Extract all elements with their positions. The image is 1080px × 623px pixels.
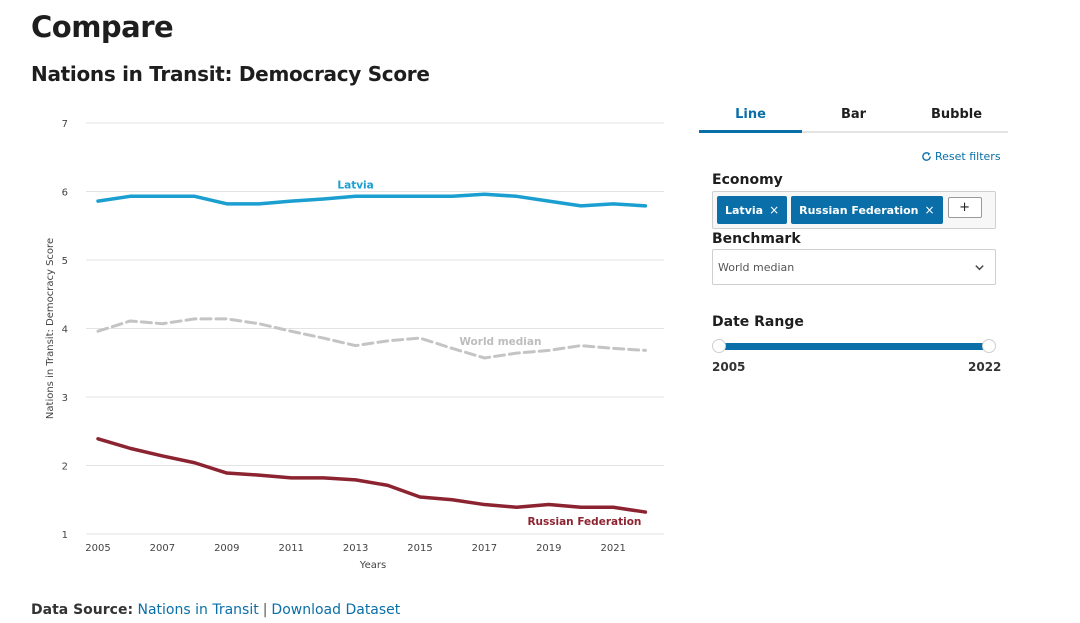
date-range-track[interactable]: [719, 343, 989, 350]
date-range-end-label: 2022: [968, 360, 1002, 374]
date-range-label: Date Range: [712, 314, 804, 330]
economy-chip-russian-federation[interactable]: Russian Federation ×: [791, 196, 943, 224]
download-dataset-link[interactable]: Download Dataset: [271, 602, 401, 618]
x-tick-label: 2005: [85, 543, 110, 554]
date-range-start-handle[interactable]: [712, 339, 726, 353]
footer-separator: |: [262, 602, 268, 618]
y-tick-label: 1: [62, 530, 68, 541]
series-label: World median: [459, 336, 541, 348]
chevron-down-icon: [975, 265, 984, 271]
x-tick-label: 2015: [407, 543, 432, 554]
benchmark-value: World median: [718, 260, 795, 274]
y-tick-label: 3: [62, 393, 68, 404]
line-chart: 1 2 3 4 5 6 7 2005 2007 2009 2011 2013 2015 2017 2019 2…: [45, 119, 664, 571]
economy-chip-label: Latvia: [725, 203, 764, 217]
add-economy-button[interactable]: +: [947, 196, 982, 218]
x-tick-label: 2009: [214, 543, 239, 554]
x-tick-label: 2007: [150, 543, 175, 554]
date-range-end-handle[interactable]: [982, 339, 996, 353]
series-line-russian-federation: [96, 437, 648, 514]
chart-title: Nations in Transit: Democracy Score: [31, 62, 430, 86]
series-line-world-median: [96, 317, 647, 360]
x-tick-label: 2019: [536, 543, 561, 554]
tab-line[interactable]: Line: [699, 100, 802, 133]
refresh-icon: [922, 152, 931, 161]
benchmark-label: Benchmark: [712, 231, 801, 247]
reset-filters-label: Reset filters: [935, 150, 1001, 163]
data-source-prefix: Data Source:: [31, 602, 134, 618]
x-tick-label: 2021: [600, 543, 625, 554]
y-tick-label: 5: [62, 256, 68, 267]
series-label: Russian Federation: [527, 516, 641, 528]
economy-chip-latvia[interactable]: Latvia ×: [717, 196, 788, 224]
y-tick-label: 4: [62, 325, 68, 336]
y-axis-title: Nations in Transit: Democracy Score: [45, 238, 56, 419]
x-tick-label: 2017: [472, 543, 497, 554]
chart-type-tabs: Line Bar Bubble: [699, 100, 1008, 133]
series-label: Latvia: [337, 179, 373, 191]
close-icon[interactable]: ×: [769, 203, 780, 217]
close-icon[interactable]: ×: [924, 203, 935, 217]
benchmark-select[interactable]: World median: [712, 249, 996, 285]
nations-in-transit-link[interactable]: Nations in Transit: [137, 602, 259, 618]
series-line-latvia: [96, 192, 648, 208]
x-tick-label: 2011: [278, 543, 303, 554]
y-tick-label: 2: [62, 462, 68, 473]
y-tick-label: 7: [62, 119, 68, 130]
economy-label: Economy: [712, 172, 783, 188]
tab-bubble[interactable]: Bubble: [930, 107, 983, 122]
page-title: Compare: [31, 10, 174, 44]
tab-bar[interactable]: Bar: [840, 107, 867, 122]
economy-selector: Latvia × Russian Federation × +: [712, 191, 996, 229]
data-source: Data Source: Nations in Transit | Download…: [31, 602, 400, 618]
reset-filters-button[interactable]: Reset filters: [921, 150, 1001, 163]
date-range-start-label: 2005: [712, 360, 746, 374]
economy-chip-label: Russian Federation: [799, 203, 919, 217]
y-tick-label: 6: [62, 188, 68, 199]
x-axis-title: Years: [359, 560, 386, 571]
x-tick-label: 2013: [343, 543, 368, 554]
